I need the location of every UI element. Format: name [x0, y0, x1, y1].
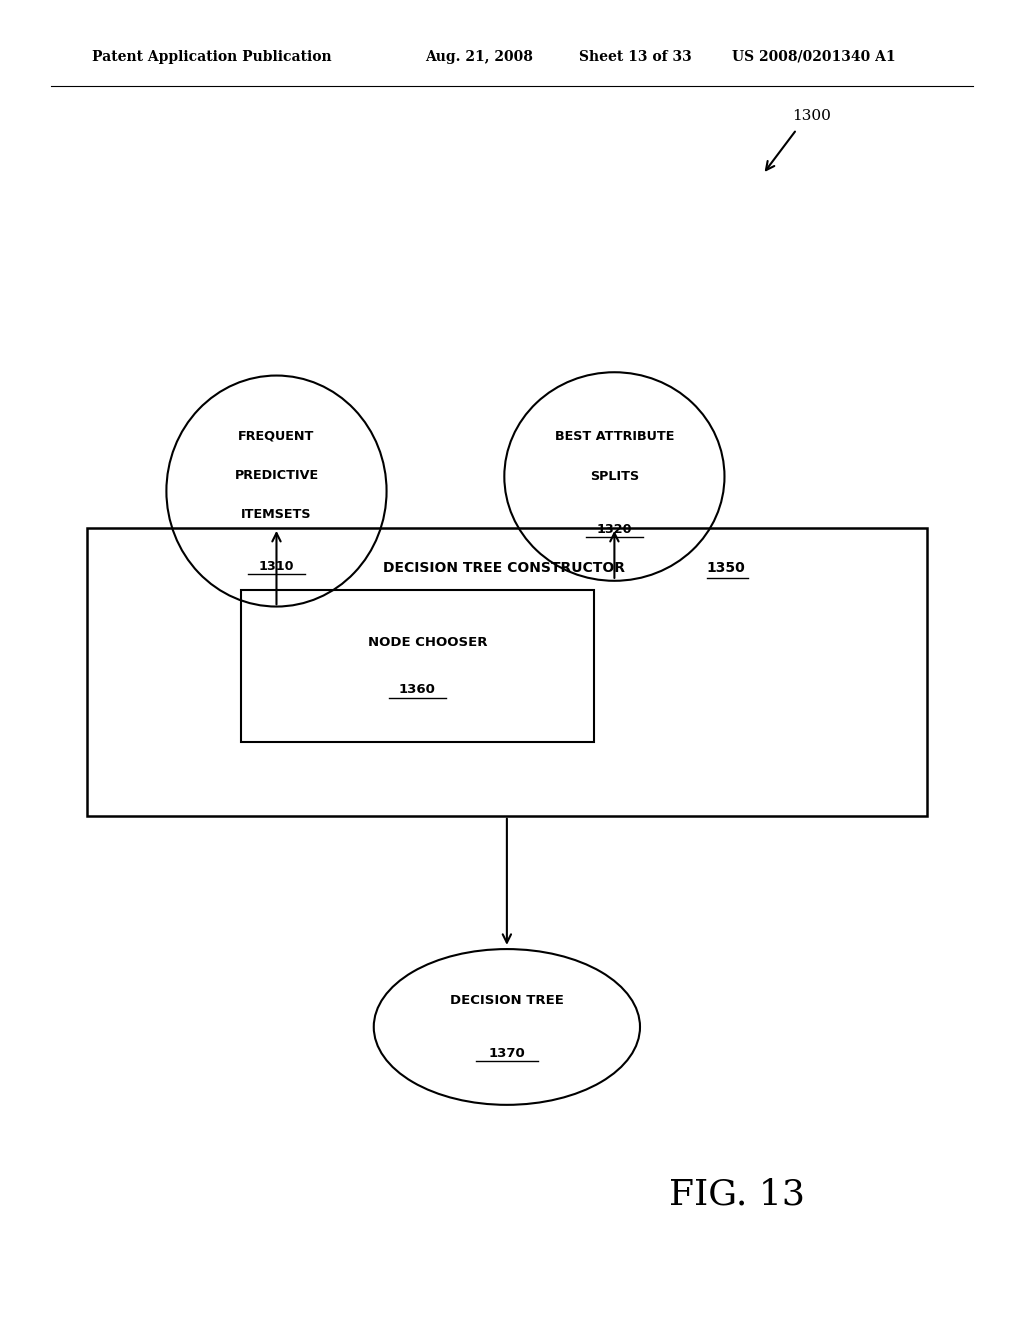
Text: PREDICTIVE: PREDICTIVE [234, 469, 318, 482]
Bar [87, 528, 927, 816]
Text: DECISION TREE CONSTRUCTOR: DECISION TREE CONSTRUCTOR [383, 561, 631, 574]
Text: 1300: 1300 [793, 108, 831, 123]
Text: 1350: 1350 [707, 561, 745, 574]
Text: Aug. 21, 2008: Aug. 21, 2008 [425, 50, 532, 63]
Bar [241, 590, 594, 742]
Text: SPLITS: SPLITS [590, 470, 639, 483]
Text: BEST ATTRIBUTE: BEST ATTRIBUTE [555, 430, 674, 444]
Text: NODE CHOOSER: NODE CHOOSER [368, 636, 487, 648]
Text: Sheet 13 of 33: Sheet 13 of 33 [579, 50, 691, 63]
Text: US 2008/0201340 A1: US 2008/0201340 A1 [732, 50, 896, 63]
Text: 1320: 1320 [597, 523, 632, 536]
Text: 1310: 1310 [259, 560, 294, 573]
Text: DECISION TREE: DECISION TREE [450, 994, 564, 1007]
Text: FIG. 13: FIG. 13 [670, 1177, 805, 1212]
Text: ITEMSETS: ITEMSETS [242, 508, 311, 521]
Text: 1370: 1370 [488, 1047, 525, 1060]
Text: 1360: 1360 [398, 684, 436, 696]
Text: FREQUENT: FREQUENT [239, 429, 314, 442]
Text: Patent Application Publication: Patent Application Publication [92, 50, 332, 63]
